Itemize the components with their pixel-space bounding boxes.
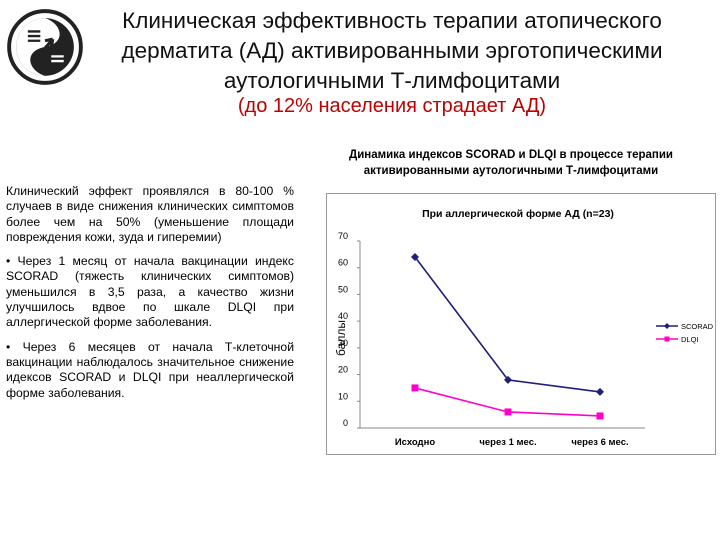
y-tick-label: 30	[338, 338, 348, 348]
y-tick-label: 70	[338, 231, 348, 241]
series-line-scorad	[414, 256, 601, 393]
y-axis-label: баллы	[334, 320, 348, 356]
y-tick-label: 10	[338, 391, 348, 401]
legend-label: DLQI	[681, 335, 699, 344]
legend-marker	[664, 336, 670, 342]
chart-frame	[326, 193, 716, 455]
data-point-dlqi	[596, 412, 604, 420]
y-tick-label: 20	[338, 365, 348, 375]
y-tick-label: 40	[338, 311, 348, 321]
page-subtitle: (до 12% населения страдает АД)	[237, 95, 547, 117]
x-tick-label: через 6 мес.	[571, 437, 628, 448]
y-tick-label: 60	[338, 258, 348, 268]
data-point-scorad	[504, 375, 512, 384]
data-point-scorad	[596, 387, 604, 396]
text-paragraph-1-month: • Через 1 месяц от начала вакцинации инд…	[6, 254, 294, 330]
data-point-dlqi	[504, 408, 512, 416]
page-title: Клиническая эффективность терапии атопич…	[121, 8, 663, 93]
chart-title: При аллергической форме АД (n=23)	[422, 208, 614, 220]
left-text-block: Клинический эффект проявлялся в 80-100 %…	[6, 184, 294, 410]
data-point-scorad	[411, 253, 419, 262]
y-tick-label: 50	[338, 284, 348, 294]
x-tick-label: Исходно	[395, 437, 435, 448]
chart-heading: Динамика индексов SCORAD и DLQI в процес…	[349, 149, 673, 177]
text-paragraph-effect: Клинический эффект проявлялся в 80-100 %…	[6, 184, 294, 244]
legend-marker	[664, 323, 670, 329]
legend-label: SCORAD	[681, 322, 714, 331]
data-point-dlqi	[411, 384, 419, 392]
y-tick-label: 0	[343, 418, 348, 428]
line-chart: При аллергической форме АД (n=23) баллы …	[334, 208, 714, 448]
logo-emblem	[7, 9, 83, 85]
x-tick-label: через 1 мес.	[479, 437, 536, 448]
text-paragraph-6-months: • Через 6 месяцев от начала Т-клеточной …	[6, 339, 294, 400]
